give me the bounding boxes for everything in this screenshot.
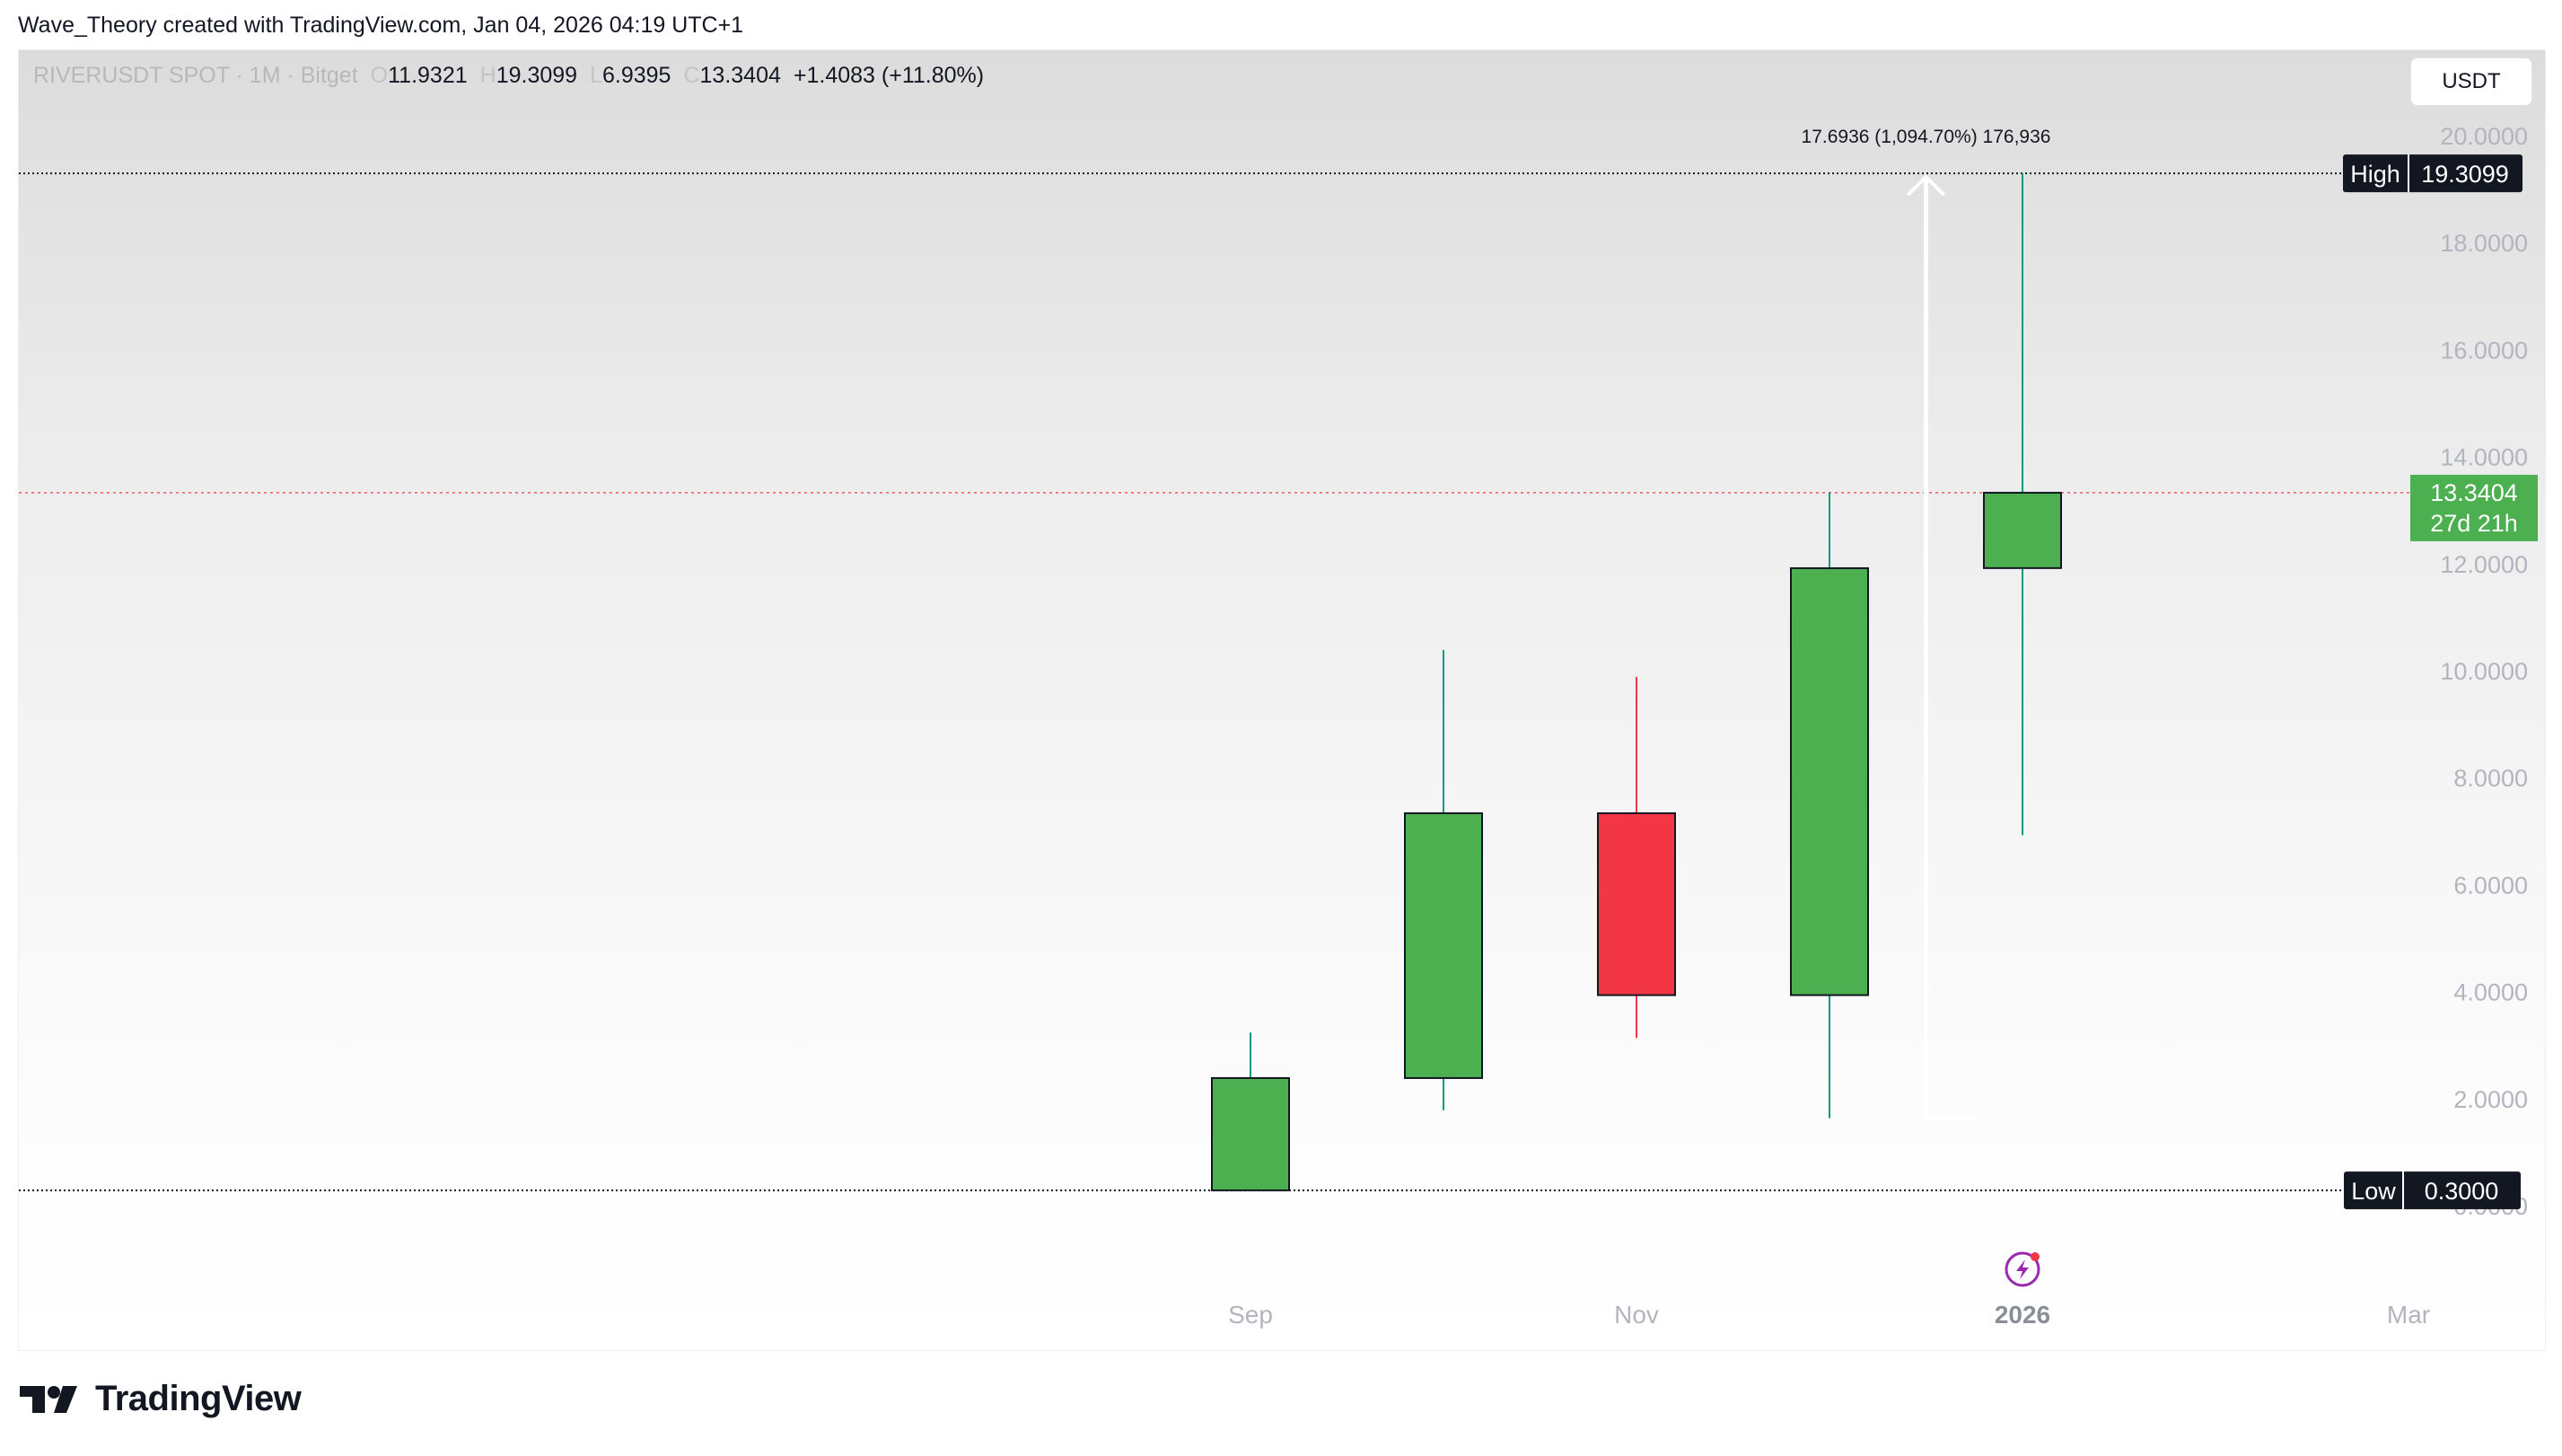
y-axis-tick-label: 12.0000 [2440,551,2528,578]
lightning-bolt-icon [2016,1259,2029,1279]
low-label-text: Low [2351,1178,2396,1205]
candle-body[interactable] [1790,566,1869,996]
measure-arrow-head [1907,174,1945,197]
event-dot-icon [2031,1252,2040,1261]
low-key: L [590,63,602,88]
candle-body[interactable] [1404,811,1483,1079]
chart-pane[interactable]: 20.0000 18.0000 16.0000 14.0000 12.0000 10.00… [18,49,2546,1351]
symbol-label[interactable]: RIVERUSDT SPOT · 1M · Bitget [33,63,358,88]
currency-button[interactable]: USDT [2410,57,2532,106]
high-label-value: 19.3099 [2421,161,2509,188]
change-value: +1.4083 (+11.80%) [793,63,985,88]
y-axis-tick-label: 2.0000 [2453,1086,2528,1113]
low-label-value: 0.3000 [2425,1178,2499,1205]
y-axis-tick-label: 8.0000 [2453,765,2528,792]
x-axis-tick-label: Mar [2387,1301,2430,1329]
tradingview-wordmark: TradingView [95,1379,302,1418]
low-value: 6.9395 [601,63,671,88]
open-key: O [370,63,389,88]
current-price-value: 13.3404 [2430,479,2518,506]
tradingview-logo[interactable]: TradingView [20,1379,302,1419]
y-axis-tick-label: 18.0000 [2440,230,2528,257]
x-axis-tick-label: Sep [1228,1301,1273,1329]
low-label-box [2344,1171,2521,1210]
measure-label: 17.6936 (1,094.70%) 176,936 [1802,127,2051,147]
price-chart[interactable]: 20.0000 18.0000 16.0000 14.0000 12.0000 10.00… [19,50,2545,1350]
high-value: 19.3099 [496,63,578,88]
close-key: C [683,63,700,88]
candle-body[interactable] [1597,811,1676,996]
high-label-box [2343,154,2523,193]
candle-countdown: 27d 21h [2430,510,2518,537]
tradingview-logo-icon [20,1385,77,1413]
y-axis-tick-label: 14.0000 [2440,444,2528,471]
chart-caption: Wave_Theory created with TradingView.com… [18,13,744,38]
high-key: H [479,63,496,88]
event-lightning-icon[interactable] [2005,1251,2040,1287]
candle-body[interactable] [1983,491,2062,569]
high-price-label [2343,154,2523,193]
x-axis-tick-label: Nov [1614,1301,1659,1329]
y-axis-tick-label: 10.0000 [2440,658,2528,685]
high-label-text: High [2350,161,2400,188]
y-axis-tick-label: 20.0000 [2440,123,2528,150]
candle-body[interactable] [1211,1076,1290,1192]
y-axis-tick-label: 6.0000 [2453,872,2528,899]
y-axis-tick-label: 4.0000 [2453,979,2528,1006]
y-axis-tick-label: 16.0000 [2440,337,2528,364]
close-value: 13.3404 [699,63,781,88]
open-value: 11.9321 [388,63,468,88]
x-axis-tick-label: 2026 [1995,1301,2050,1329]
current-price-tag [2410,474,2538,541]
